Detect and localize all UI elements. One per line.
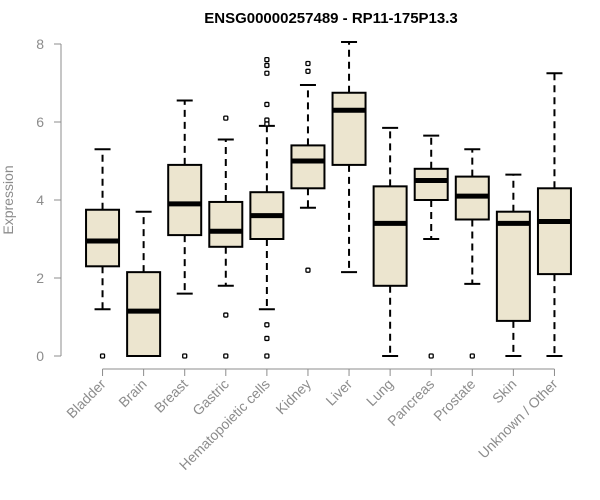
box-lung <box>372 126 408 357</box>
x-tick-label: Breast <box>151 376 191 416</box>
box-pancreas <box>413 134 449 359</box>
outlier-point <box>99 353 106 359</box>
box-iqr <box>495 210 531 322</box>
y-tick-label: 8 <box>36 36 44 52</box>
box-brain <box>126 210 162 357</box>
y-axis-label: Expression <box>0 165 16 234</box>
box-breast <box>167 99 203 359</box>
chart-title: ENSG00000257489 - RP11-175P13.3 <box>204 10 458 27</box>
box-liver <box>331 41 367 274</box>
y-tick-label: 4 <box>36 192 44 208</box>
x-tick-label: Liver <box>322 376 355 409</box>
y-tick-label: 6 <box>36 114 44 130</box>
box-iqr <box>126 271 162 357</box>
x-tick-label: Prostate <box>430 376 478 424</box>
x-tick-label: Brain <box>115 376 149 410</box>
box-iqr <box>208 200 244 248</box>
x-tick-label: Kidney <box>272 376 314 418</box>
outlier-point <box>264 101 270 108</box>
outlier-point <box>428 353 434 359</box>
box-iqr <box>85 208 121 268</box>
outlier-point <box>264 322 270 328</box>
outlier-point <box>264 56 270 63</box>
box-iqr <box>372 185 408 287</box>
outlier-point <box>264 121 270 127</box>
outlier-point <box>305 60 311 67</box>
boxes-group <box>85 41 572 359</box>
x-tick-label: Skin <box>489 376 520 407</box>
outlier-point <box>305 267 311 273</box>
x-tick-label: Bladder <box>63 376 109 422</box>
box-unknown-other <box>536 72 572 357</box>
outlier-point <box>264 62 270 69</box>
box-iqr <box>290 144 326 190</box>
box-gastric <box>208 115 244 359</box>
outlier-point <box>223 115 229 121</box>
y-axis: 0 2 4 6 8 <box>36 36 62 364</box>
box-iqr <box>413 167 449 202</box>
outlier-point <box>469 353 475 359</box>
x-tick-label: Lung <box>363 376 396 409</box>
outlier-point <box>264 335 270 342</box>
box-iqr <box>331 91 367 166</box>
y-tick-label: 2 <box>36 270 44 286</box>
outlier-point <box>264 353 270 359</box>
outlier-point <box>264 70 270 76</box>
box-bladder <box>85 148 121 359</box>
outlier-point <box>223 353 229 359</box>
box-iqr <box>536 187 572 276</box>
box-skin <box>495 173 531 357</box>
box-iqr <box>167 163 203 237</box>
outlier-point <box>223 312 229 318</box>
box-kidney <box>290 60 326 273</box>
outlier-point <box>182 353 188 359</box>
outlier-point <box>305 68 311 74</box>
box-prostate <box>454 148 490 359</box>
box-hematopoietic-cells <box>249 56 285 359</box>
y-tick-label: 0 <box>36 348 44 364</box>
